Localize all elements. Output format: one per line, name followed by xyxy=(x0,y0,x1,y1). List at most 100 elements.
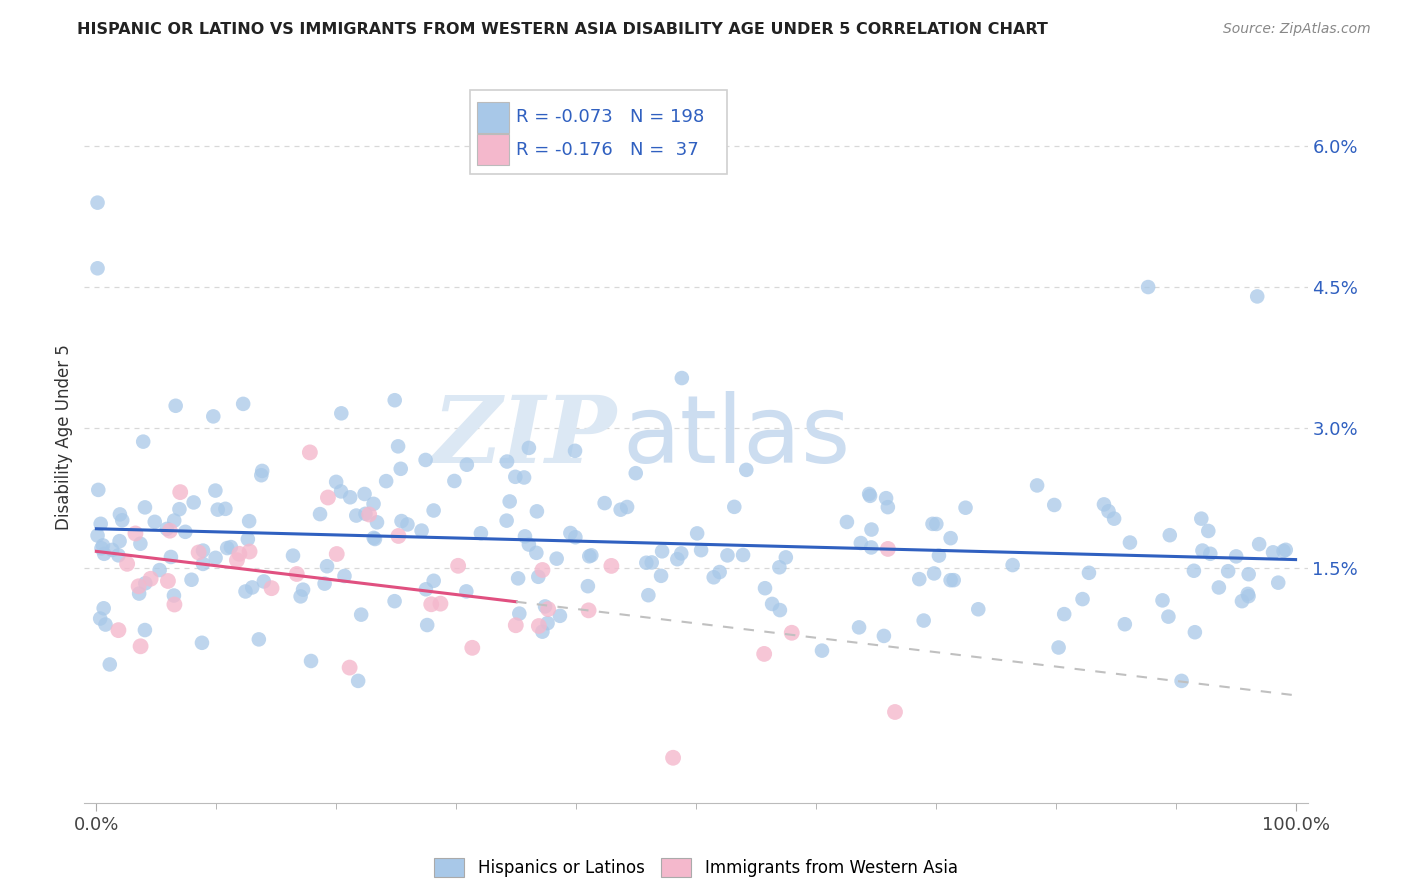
Point xyxy=(531,624,554,639)
Point xyxy=(733,548,755,562)
Point xyxy=(316,491,339,505)
Point xyxy=(202,409,225,424)
Point xyxy=(1261,545,1284,559)
Point xyxy=(723,500,745,514)
Point xyxy=(139,572,162,586)
Point xyxy=(666,552,689,566)
Point xyxy=(134,500,156,515)
Point xyxy=(499,494,522,508)
Point xyxy=(326,547,349,561)
Point xyxy=(637,588,659,602)
Point xyxy=(253,574,276,589)
Point xyxy=(232,397,254,411)
Point xyxy=(384,393,406,408)
Point xyxy=(860,541,883,555)
Point xyxy=(1078,566,1101,580)
Point xyxy=(921,516,943,531)
Point xyxy=(115,557,138,571)
Point xyxy=(716,549,738,563)
Point xyxy=(91,538,114,552)
Point xyxy=(1047,640,1070,655)
Point xyxy=(1157,609,1180,624)
Point xyxy=(609,502,631,516)
Point xyxy=(939,573,962,587)
Point xyxy=(129,640,152,654)
Point xyxy=(156,574,179,588)
Point xyxy=(508,607,530,621)
Point xyxy=(1249,537,1271,551)
Point xyxy=(811,643,834,657)
Point xyxy=(422,503,444,517)
Point xyxy=(128,586,150,600)
Point xyxy=(908,572,931,586)
Point xyxy=(290,590,312,604)
Point xyxy=(238,544,260,558)
Point xyxy=(922,566,945,581)
Point xyxy=(1097,504,1119,518)
Point xyxy=(228,547,250,561)
Point xyxy=(299,654,322,668)
Point xyxy=(456,584,478,599)
Point xyxy=(1199,547,1222,561)
Point xyxy=(517,537,540,551)
Point xyxy=(101,542,124,557)
Point xyxy=(1102,511,1125,525)
Point xyxy=(1272,544,1295,558)
FancyBboxPatch shape xyxy=(477,135,509,165)
Point xyxy=(416,618,439,632)
Point xyxy=(1191,543,1213,558)
Point xyxy=(860,523,883,537)
Point xyxy=(531,563,554,577)
Point xyxy=(429,597,451,611)
Point xyxy=(236,532,259,546)
Point xyxy=(703,570,725,584)
Point xyxy=(350,607,373,622)
Point xyxy=(226,553,249,567)
Point xyxy=(238,514,260,528)
Point xyxy=(1159,528,1181,542)
Point xyxy=(524,546,547,560)
Point xyxy=(247,632,270,647)
Point xyxy=(420,597,443,611)
Point xyxy=(411,524,433,538)
Point xyxy=(662,751,685,765)
Point xyxy=(967,602,990,616)
Point xyxy=(527,570,550,584)
Point xyxy=(98,657,121,672)
Point xyxy=(143,515,166,529)
Point xyxy=(90,541,112,556)
Point xyxy=(169,485,191,500)
Point xyxy=(339,490,361,504)
Point xyxy=(624,466,647,480)
Point xyxy=(396,517,419,532)
Point xyxy=(128,579,150,593)
Point xyxy=(387,529,409,543)
Point xyxy=(330,484,353,499)
Point xyxy=(527,619,550,633)
Point xyxy=(600,558,623,573)
Point xyxy=(89,611,111,625)
Point xyxy=(1170,673,1192,688)
Point xyxy=(159,524,181,538)
Point xyxy=(363,497,385,511)
Point xyxy=(513,529,536,543)
Point xyxy=(456,458,478,472)
Point xyxy=(366,516,388,530)
Point xyxy=(876,500,898,515)
Point xyxy=(134,623,156,637)
Point xyxy=(636,556,658,570)
Point xyxy=(359,508,381,522)
Point xyxy=(955,500,977,515)
Point xyxy=(939,531,962,545)
Text: atlas: atlas xyxy=(623,391,851,483)
Point xyxy=(1189,511,1212,525)
Point xyxy=(769,603,792,617)
Point xyxy=(235,584,257,599)
Point xyxy=(219,540,242,554)
Point xyxy=(1208,581,1230,595)
Point xyxy=(207,502,229,516)
Point xyxy=(107,549,129,563)
Point xyxy=(849,536,872,550)
Point xyxy=(513,470,536,484)
Point xyxy=(526,504,548,518)
